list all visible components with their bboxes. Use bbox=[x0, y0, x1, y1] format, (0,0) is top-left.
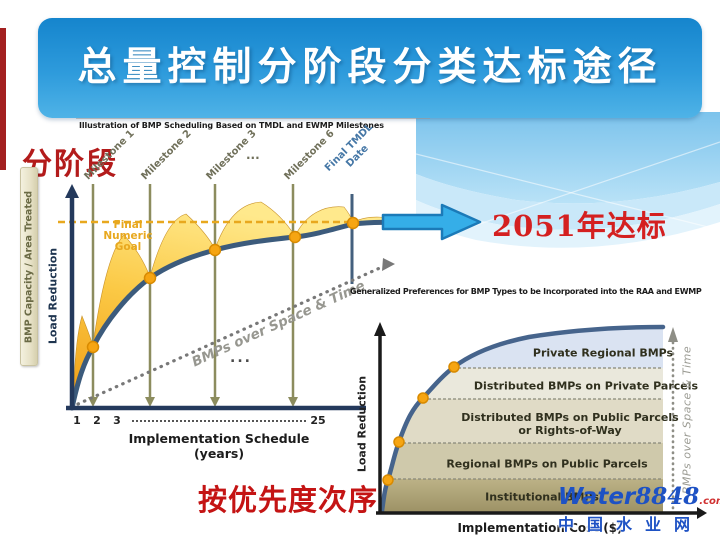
watermark-logo: Water8848.com bbox=[558, 483, 720, 510]
milestone-dots bbox=[86, 216, 360, 354]
final-numeric-goal-label: Final Numeric Goal bbox=[103, 219, 153, 253]
bmp-capacity-bar-label: BMP Capacity / Area Treated bbox=[23, 190, 35, 344]
top-y-axis-arrowhead bbox=[65, 184, 79, 198]
target-year-annotation: 2051年达标 bbox=[492, 209, 667, 243]
band-regional-public: Regional BMPs on Public Parcels bbox=[446, 457, 648, 471]
bottom-chart-canvas bbox=[374, 322, 707, 519]
bottom-y-axis-arrowhead bbox=[374, 322, 386, 336]
top-x-axis-label: Implementation Schedule (years) bbox=[128, 431, 310, 461]
x-tick-leader-dots bbox=[132, 413, 306, 422]
x-tick-25: 25 bbox=[310, 414, 326, 427]
title-bar bbox=[38, 18, 702, 118]
x-tick-2: 2 bbox=[93, 414, 101, 427]
milestone-lines bbox=[91, 184, 295, 398]
band-distributed-private: Distributed BMPs on Private Parcels bbox=[473, 379, 699, 393]
watermark-chinese-name: 中国水业网 bbox=[558, 515, 704, 534]
space-time-side-label: BMPs over Space & Time bbox=[680, 345, 694, 495]
top-chart-canvas bbox=[58, 184, 411, 411]
mid-chart-ellipsis: ... bbox=[230, 350, 252, 366]
bottom-x-axis-arrowhead bbox=[697, 507, 707, 519]
band-private-regional: Private Regional BMPs bbox=[532, 346, 674, 360]
watermark-number: 8848 bbox=[635, 483, 700, 510]
top-y-axis-label: Load Reduction bbox=[46, 247, 60, 345]
bottom-y-axis-label: Load Reduction bbox=[355, 375, 369, 473]
x-tick-3: 3 bbox=[113, 414, 121, 427]
priority-order-annotation: 按优先度次序 bbox=[198, 483, 379, 517]
diagonal-arrowhead bbox=[382, 258, 395, 271]
band-distributed-public: Distributed BMPs on Public Parcels or Ri… bbox=[461, 411, 679, 437]
background-swoosh-graphic bbox=[416, 112, 720, 248]
bottom-x-axis-label: Implementation Cost ($) bbox=[457, 521, 623, 535]
space-time-arrowhead bbox=[668, 327, 678, 342]
slide-title: 总量控制分阶段分类达标途径 bbox=[77, 45, 663, 90]
watermark-brand: Water bbox=[558, 484, 636, 510]
milestone-ellipsis: ... bbox=[246, 148, 260, 162]
bmps-over-space-time-arrow bbox=[76, 265, 384, 406]
top-chart-title: Illustration of BMP Scheduling Based on … bbox=[79, 121, 384, 130]
milestone-line-arrowheads bbox=[88, 397, 298, 407]
top-chart-panel-edge bbox=[76, 118, 430, 119]
watermark: Water8848.com 中国水业网 bbox=[558, 483, 720, 535]
watermark-tld: .com bbox=[699, 496, 720, 507]
curve-markers bbox=[382, 361, 460, 486]
right-block-arrow bbox=[381, 203, 482, 241]
band-institutional: Institutional BMPs bbox=[485, 490, 599, 504]
left-edge-strip bbox=[0, 28, 6, 170]
x-tick-1: 1 bbox=[73, 414, 81, 427]
bmp-capacity-bar bbox=[20, 167, 38, 366]
bottom-chart-title: Generalized Preferences for BMP Types to… bbox=[350, 287, 702, 296]
